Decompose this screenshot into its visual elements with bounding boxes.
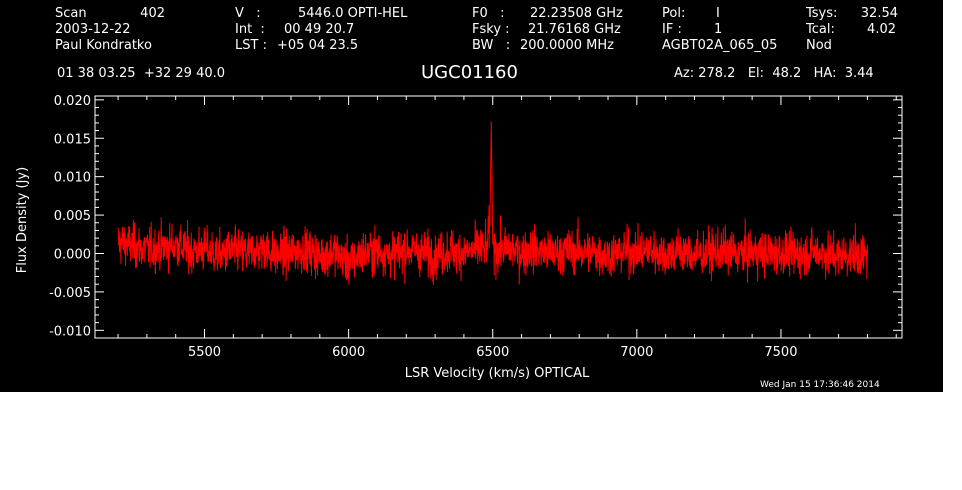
- pol-value: I: [716, 6, 720, 21]
- y-tick-label: 0.010: [54, 171, 91, 186]
- y-axis-label: Flux Density (Jy): [15, 167, 30, 273]
- tcal-value: 4.02: [867, 22, 896, 37]
- x-tick-label: 7000: [620, 345, 653, 360]
- object-name: UGC01160: [421, 62, 518, 83]
- f0-value: 22.23508 GHz: [530, 6, 623, 21]
- fsky-value: 21.76168 GHz: [528, 22, 621, 37]
- obs-date: 2003-12-22: [55, 22, 131, 37]
- render-timestamp: Wed Jan 15 17:36:46 2014: [760, 380, 880, 390]
- scan-value: 402: [140, 6, 165, 21]
- lst-label: LST :: [235, 38, 267, 53]
- y-tick-label: -0.005: [49, 286, 91, 301]
- y-tick-label: 0.005: [54, 209, 91, 224]
- y-tick-label: 0.000: [54, 247, 91, 262]
- bw-value: 200.0000 MHz: [520, 38, 614, 53]
- pol-label: Pol:: [662, 6, 686, 21]
- spectrum-line: [117, 121, 868, 286]
- spectrum-chart: 5500 6000 6500 7000 7500 -0.010 -0.005 0.000 0.0…: [15, 94, 903, 381]
- plot-panel: Scan 402 2003-12-22 Paul Kondratko V : 5…: [0, 0, 943, 392]
- plot-frame: [94, 95, 903, 339]
- y-tick-label: 0.015: [54, 132, 91, 147]
- x-tick-label: 6000: [332, 345, 365, 360]
- obs-mode: Nod: [806, 38, 832, 53]
- if-label: IF :: [662, 22, 682, 37]
- tsys-label: Tsys:: [806, 6, 838, 21]
- x-tick-label: 7500: [764, 345, 797, 360]
- f0-label: F0 :: [472, 6, 505, 21]
- int-label: Int :: [235, 22, 265, 37]
- tcal-label: Tcal:: [806, 22, 835, 37]
- if-value: 1: [714, 22, 723, 37]
- x-tick-label: 5500: [188, 345, 221, 360]
- y-tick-label: -0.010: [49, 324, 91, 339]
- bw-label: BW :: [472, 38, 511, 53]
- y-tick-label: 0.020: [54, 94, 91, 109]
- project-id: AGBT02A_065_05: [662, 38, 778, 53]
- source-coords: 01 38 03.25 +32 29 40.0: [57, 66, 226, 81]
- fsky-label: Fsky :: [472, 22, 510, 37]
- pointing-info: Az: 278.2 El: 48.2 HA: 3.44: [674, 66, 874, 81]
- scan-label: Scan: [55, 6, 87, 21]
- velocity-label: V :: [235, 6, 261, 21]
- observer-name: Paul Kondratko: [55, 38, 152, 53]
- int-value: 00 49 20.7: [284, 22, 355, 37]
- x-axis-label: LSR Velocity (km/s) OPTICAL: [405, 366, 590, 381]
- tsys-value: 32.54: [860, 6, 898, 21]
- lst-value: +05 04 23.5: [277, 38, 359, 53]
- x-tick-label: 6500: [476, 345, 509, 360]
- velocity-value: 5446.0 OPTI-HEL: [298, 6, 408, 21]
